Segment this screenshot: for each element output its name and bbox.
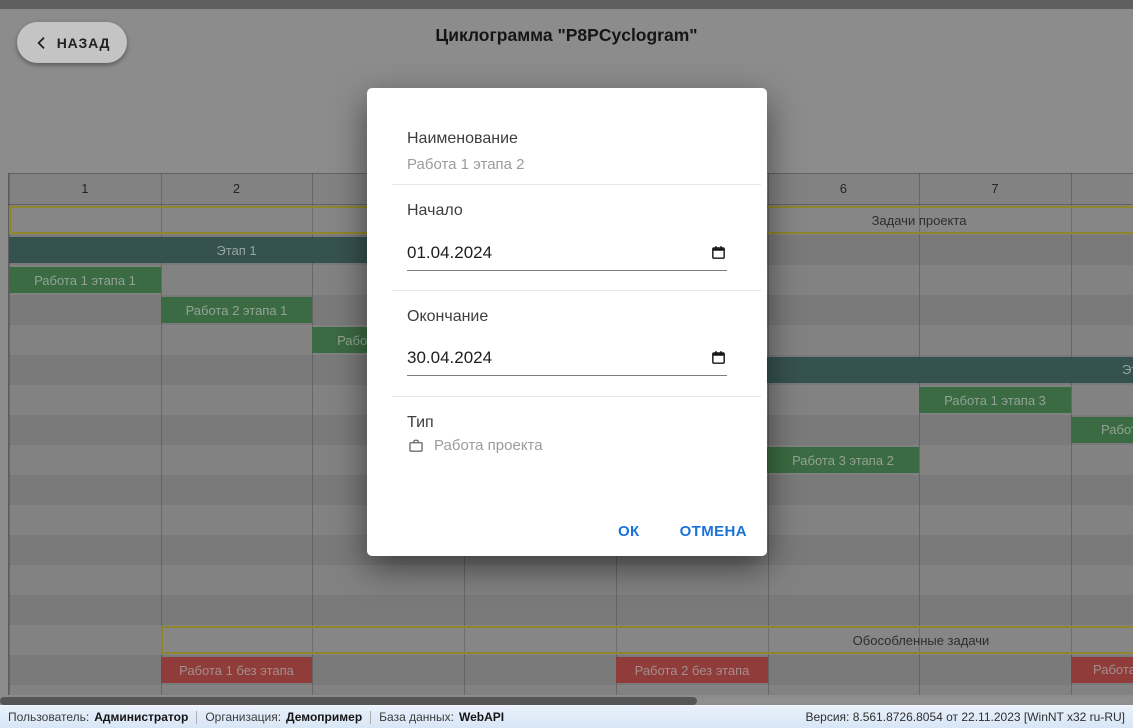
task-bar-standalone[interactable]: Работа 1 без этапа bbox=[161, 657, 312, 683]
status-value: WebAPI bbox=[458, 710, 505, 724]
version-text: Версия: 8.561.8726.8054 от 22.11.2023 [W… bbox=[805, 710, 1125, 724]
calendar-icon[interactable] bbox=[710, 349, 727, 366]
task-bar-work[interactable]: Работа 2 этапа 1 bbox=[161, 297, 312, 323]
start-date-input[interactable]: 01.04.2024 bbox=[407, 235, 727, 271]
task-bar-label: Этап 1 bbox=[216, 242, 257, 258]
grid-column-line bbox=[9, 173, 10, 695]
calendar-icon[interactable] bbox=[710, 244, 727, 261]
status-segment: Пользователь: Администратор bbox=[8, 710, 188, 724]
status-segment: База данных: WebAPI bbox=[379, 710, 504, 724]
name-label: Наименование bbox=[407, 130, 518, 147]
column-header: 8 bbox=[1070, 173, 1133, 205]
grid-row bbox=[9, 595, 1133, 625]
status-label: Организация: bbox=[205, 710, 282, 724]
grid-column-line bbox=[312, 173, 314, 695]
status-bar: Пользователь: Администратор Организация: Де… bbox=[0, 705, 1133, 728]
task-bar-label: Работа 3 этапа 2 bbox=[792, 452, 894, 468]
grid-column-line bbox=[919, 173, 921, 695]
column-header: 2 bbox=[160, 173, 313, 205]
task-bar-work[interactable]: Работа 1 этапа 3 bbox=[919, 387, 1071, 413]
divider bbox=[392, 396, 761, 397]
group-band-label: Задачи проекта bbox=[871, 212, 967, 228]
task-bar-label: Работа 1 этапа 1 bbox=[34, 272, 136, 288]
task-bar-work[interactable]: Работа 1 этапа 1 bbox=[9, 267, 161, 293]
task-bar-standalone[interactable]: Работа 3 без этапа bbox=[1071, 657, 1133, 683]
column-header: 6 bbox=[767, 173, 920, 205]
start-label: Начало bbox=[407, 202, 463, 219]
divider bbox=[392, 184, 761, 185]
type-label: Тип bbox=[407, 414, 434, 431]
task-bar-label: Работа 2 без этапа bbox=[634, 662, 750, 678]
task-bar-label: Работа 1 без этапа bbox=[179, 662, 294, 678]
dialog-actions: ОК ОТМЕНА bbox=[618, 523, 747, 540]
status-value: Администратор bbox=[94, 710, 189, 724]
status-label: База данных: bbox=[379, 710, 454, 724]
back-button[interactable]: НАЗАД bbox=[17, 22, 127, 63]
back-button-label: НАЗАД bbox=[56, 34, 111, 51]
task-bar-label: Этап 3 bbox=[1122, 362, 1133, 377]
column-header: 1 bbox=[9, 173, 161, 205]
cancel-button[interactable]: ОТМЕНА bbox=[679, 523, 747, 540]
end-label: Окончание bbox=[407, 308, 489, 325]
ok-button[interactable]: ОК bbox=[617, 523, 640, 540]
task-bar-stage[interactable]: Этап 3 bbox=[919, 357, 1133, 383]
grid-column-line bbox=[767, 173, 769, 695]
group-band-label: Обособленные задачи bbox=[852, 632, 990, 648]
task-bar-label: Работа 2 этапа 3 bbox=[1101, 422, 1133, 437]
chevron-left-icon bbox=[37, 36, 45, 49]
task-bar-label: Работа 1 этапа 3 bbox=[944, 392, 1046, 408]
status-label: Пользователь: bbox=[8, 710, 90, 724]
type-value: Работа проекта bbox=[434, 437, 543, 454]
grid-column-line bbox=[160, 173, 162, 695]
edit-task-dialog: Наименование Работа 1 этапа 2 Начало 01.… bbox=[367, 88, 767, 556]
start-date-value: 01.04.2024 bbox=[407, 242, 493, 262]
status-separator bbox=[370, 710, 372, 724]
divider bbox=[392, 290, 761, 291]
page-title: Циклограмма "P8PCyclogram" bbox=[435, 25, 698, 45]
briefcase-icon bbox=[409, 439, 423, 452]
grid-row bbox=[9, 685, 1133, 695]
task-bar-work[interactable]: Работа 2 этапа 3 bbox=[1071, 417, 1133, 443]
status-separator bbox=[196, 710, 198, 724]
status-value: Демопример bbox=[286, 710, 363, 724]
window-top-strip bbox=[0, 0, 1133, 9]
status-segment: Организация: Демопример bbox=[205, 710, 362, 724]
column-header: 7 bbox=[919, 173, 1071, 205]
task-bar-label: Работа 3 без этапа bbox=[1093, 662, 1133, 677]
grid-row bbox=[9, 625, 1133, 655]
task-bar-standalone[interactable]: Работа 2 без этапа bbox=[616, 657, 768, 683]
type-value-row: Работа проекта bbox=[407, 437, 543, 454]
grid-left-edge bbox=[8, 173, 9, 695]
grid-row bbox=[9, 565, 1133, 595]
task-bar-label: Работа 2 этапа 1 bbox=[185, 302, 288, 318]
horizontal-scrollbar-thumb[interactable] bbox=[0, 697, 697, 705]
group-band[interactable]: Обособленные задачи bbox=[161, 626, 1133, 654]
end-date-value: 30.04.2024 bbox=[407, 347, 493, 367]
end-date-input[interactable]: 30.04.2024 bbox=[407, 340, 727, 376]
name-value: Работа 1 этапа 2 bbox=[407, 156, 525, 173]
task-bar-work[interactable]: Работа 3 этапа 2 bbox=[767, 447, 919, 473]
